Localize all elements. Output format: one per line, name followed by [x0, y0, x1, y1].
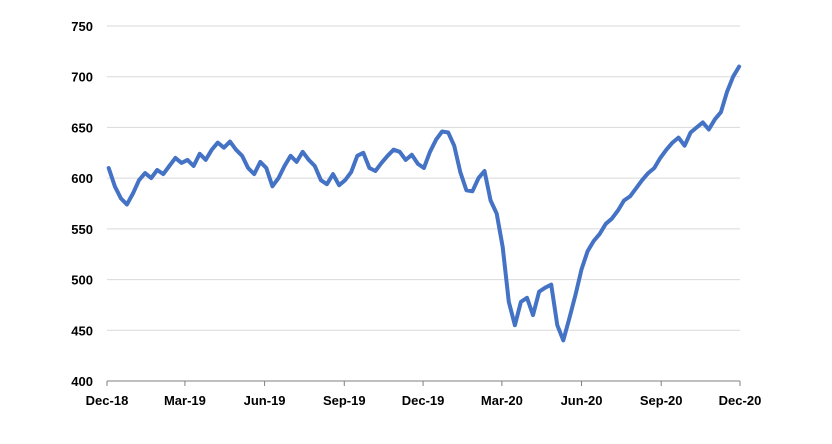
- x-tick-label: Sep-20: [640, 393, 683, 408]
- series-layer: [106, 64, 742, 343]
- x-tick-label: Dec-18: [86, 393, 129, 408]
- x-tick-label: Mar-19: [164, 393, 206, 408]
- x-tick-label: Mar-20: [481, 393, 523, 408]
- series-line: [106, 64, 742, 343]
- x-tick-labels: Dec-18 Mar-19 Jun-19 Sep-19 Dec-19 Mar-20 Jun-…: [86, 393, 762, 408]
- x-tick-label: Dec-20: [719, 393, 762, 408]
- x-tick-label: Jun-20: [561, 393, 603, 408]
- y-tick-label: 650: [71, 120, 93, 135]
- y-tick-label: 600: [71, 171, 93, 186]
- y-tick-label: 500: [71, 273, 93, 288]
- x-tick-label: Jun-19: [244, 393, 286, 408]
- y-tick-label: 750: [71, 19, 93, 34]
- y-tick-label: 550: [71, 222, 93, 237]
- x-axis: [106, 380, 741, 386]
- y-tick-label: 450: [71, 323, 93, 338]
- y-tick-label: 400: [71, 374, 93, 389]
- y-tick-labels: 400 450 500 550 600 650 700 750: [71, 19, 93, 389]
- x-tick-label: Sep-19: [323, 393, 366, 408]
- gridlines: [107, 25, 740, 331]
- x-tick-label: Dec-19: [402, 393, 445, 408]
- y-tick-label: 700: [71, 70, 93, 85]
